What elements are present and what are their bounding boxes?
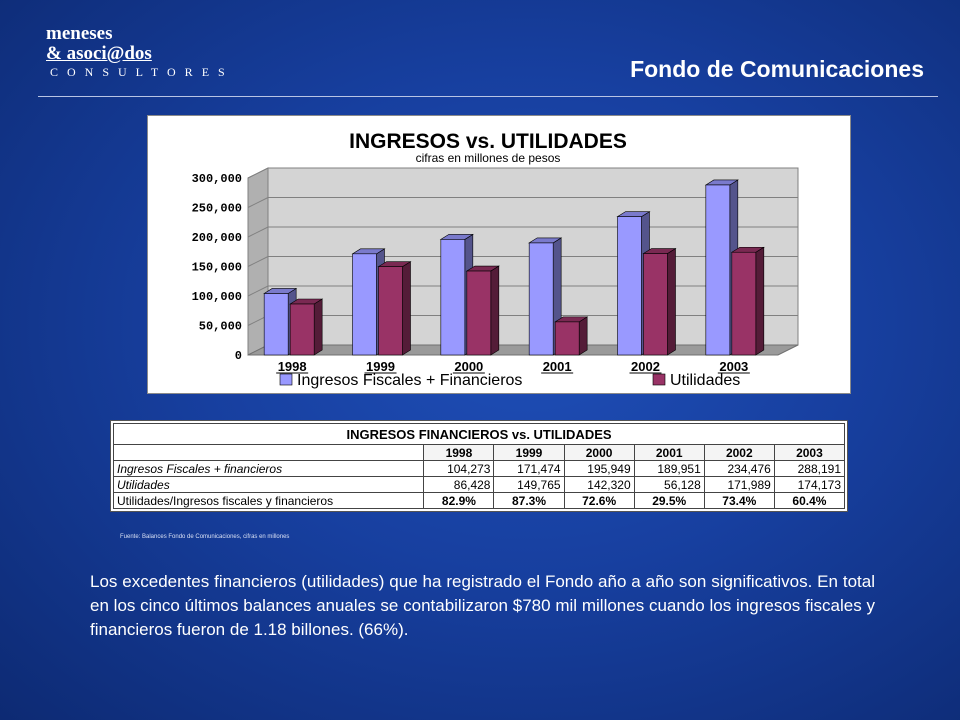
legend-swatch	[279, 373, 293, 386]
table-row: Ingresos Fiscales + financieros 104,273 …	[112, 460, 846, 477]
table-cell: 72.6%	[563, 492, 635, 509]
table-cell: 288,191	[773, 460, 846, 477]
y-tick-label: 50,000	[199, 320, 242, 334]
company-logo: meneses & asoci@dos CONSULTORES	[46, 24, 234, 80]
table-cell: 104,273	[423, 460, 495, 477]
legend-label: Utilidades	[670, 372, 740, 389]
y-tick-label: 300,000	[192, 172, 242, 186]
x-tick-label: 2000	[454, 359, 483, 374]
table-cell: 60.4%	[773, 492, 846, 509]
bar-side	[313, 298, 323, 356]
legend-label: Ingresos Fiscales + Financieros	[297, 372, 522, 389]
source-note: Fuente: Balances Fondo de Comunicaciones…	[120, 534, 290, 540]
table-year-header: 1999	[493, 444, 565, 461]
table-cell: 171,989	[703, 476, 775, 493]
y-tick-label: 0	[235, 349, 242, 363]
x-tick-label: 1999	[366, 359, 395, 374]
table-row-label: Utilidades	[112, 476, 425, 493]
table-year-header: 2000	[563, 444, 635, 461]
y-tick-label: 200,000	[192, 231, 242, 245]
table-cell: 29.5%	[633, 492, 705, 509]
table-cell: 189,951	[633, 460, 705, 477]
table-title: INGRESOS FINANCIEROS vs. UTILIDADES	[113, 423, 845, 445]
table-header-row: 1998 1999 2000 2001 2002 2003	[112, 444, 846, 461]
x-tick-label: 2001	[543, 359, 572, 374]
table-row: Utilidades 86,428 149,765 142,320 56,128…	[112, 476, 846, 493]
bar	[528, 242, 554, 356]
legend-swatch	[652, 373, 666, 386]
bar-side	[755, 246, 765, 356]
table-cell: 195,949	[563, 460, 635, 477]
body-paragraph: Los excedentes financieros (utilidades) …	[90, 572, 875, 639]
table-year-header: 2002	[703, 444, 775, 461]
table-year-header: 2001	[633, 444, 705, 461]
table-year-header: 2003	[773, 444, 846, 461]
x-tick-label: 2002	[631, 359, 660, 374]
page-title: Fondo de Comunicaciones	[630, 56, 924, 82]
bar-side	[402, 261, 411, 356]
table-header-corner	[112, 444, 425, 461]
table-cell: 87.3%	[493, 492, 565, 509]
title-divider	[38, 96, 938, 97]
logo-line-1: meneses	[46, 23, 113, 44]
bar	[617, 216, 642, 356]
data-table: INGRESOS FINANCIEROS vs. UTILIDADES 1998…	[112, 423, 846, 509]
x-tick-label: 1998	[278, 359, 307, 374]
bar	[554, 321, 580, 356]
table-year-header: 1998	[423, 444, 495, 461]
table-cell: 73.4%	[703, 492, 775, 509]
bar	[440, 239, 466, 356]
bar-side	[578, 316, 588, 356]
table-row-label: Utilidades/Ingresos fiscales y financier…	[112, 492, 425, 509]
logo-subtitle: CONSULTORES	[50, 65, 234, 79]
bar	[289, 303, 315, 356]
y-tick-label: 150,000	[192, 261, 242, 275]
chart-subtitle: cifras en millones de pesos	[416, 151, 561, 165]
data-table-container: INGRESOS FINANCIEROS vs. UTILIDADES 1998…	[110, 420, 848, 512]
bar	[643, 253, 668, 356]
y-tick-label: 250,000	[192, 202, 242, 216]
table-row: Utilidades/Ingresos fiscales y financier…	[112, 492, 846, 509]
table-cell: 56,128	[633, 476, 705, 493]
bar	[466, 270, 492, 356]
table-cell: 149,765	[493, 476, 565, 493]
chart-gridline	[247, 197, 798, 208]
table-cell: 174,173	[773, 476, 846, 493]
bar	[378, 266, 403, 356]
logo-line-2: & asoci@dos	[46, 43, 152, 64]
table-cell: 86,428	[423, 476, 495, 493]
table-cell: 171,474	[493, 460, 565, 477]
bar-side	[490, 265, 500, 356]
table-cell: 234,476	[703, 460, 775, 477]
bar-chart: INGRESOS vs. UTILIDADES cifras en millone…	[147, 115, 851, 394]
bar	[352, 253, 377, 356]
bar	[705, 184, 731, 356]
table-cell: 142,320	[563, 476, 635, 493]
chart-title: INGRESOS vs. UTILIDADES	[349, 130, 627, 153]
bar	[263, 293, 289, 356]
bar-side	[667, 247, 676, 356]
table-row-label: Ingresos Fiscales + financieros	[112, 460, 425, 477]
y-tick-label: 100,000	[192, 290, 242, 304]
chart-gridline	[247, 167, 798, 179]
bar	[731, 251, 757, 356]
x-tick-label: 2003	[719, 359, 748, 374]
table-cell: 82.9%	[423, 492, 495, 509]
